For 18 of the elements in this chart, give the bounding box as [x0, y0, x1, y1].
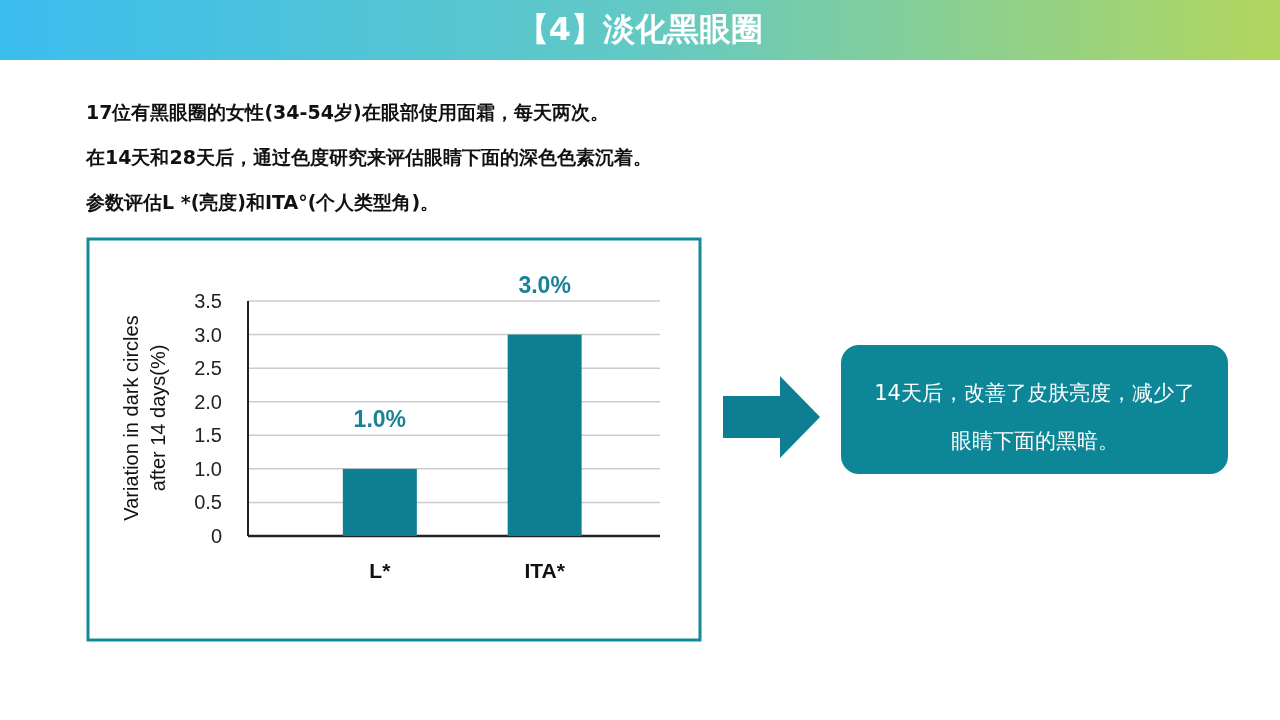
data-label: 3.0% [518, 271, 571, 298]
x-tick-label: ITA* [524, 559, 566, 582]
text: 在14天和28天后，通过色度研究来评估眼睛下面的深色色素沉着。 [86, 145, 652, 170]
y-tick-label: 3.5 [194, 290, 222, 312]
text: 参数评估L *(亮度)和ITA°(个人类型角)。 [86, 190, 440, 215]
y-tick-label: 3.0 [194, 323, 222, 346]
y-tick-label: 1.5 [194, 424, 222, 447]
text: 14天后，改善了皮肤亮度，减少了眼睛下面的黑暗。 [841, 345, 1228, 474]
chart-title: 【4】淡化黑眼圈 [515, 9, 765, 50]
y-tick-label: 1.0 [194, 457, 222, 480]
data-label: 1.0% [353, 405, 407, 432]
x-tick-label: L* [369, 559, 392, 582]
y-axis-title: Variation in dark circles after 14 days(%) [120, 315, 169, 521]
y-tick-label: 2.5 [194, 357, 222, 380]
text: 17位有黑眼圈的女性(34-54岁)在眼部使用面霜，每天两次。 [86, 100, 609, 125]
y-tick-label: 0.5 [194, 491, 222, 514]
y-tick-label: 0 [210, 525, 222, 547]
y-tick-label: 2.0 [194, 390, 222, 413]
